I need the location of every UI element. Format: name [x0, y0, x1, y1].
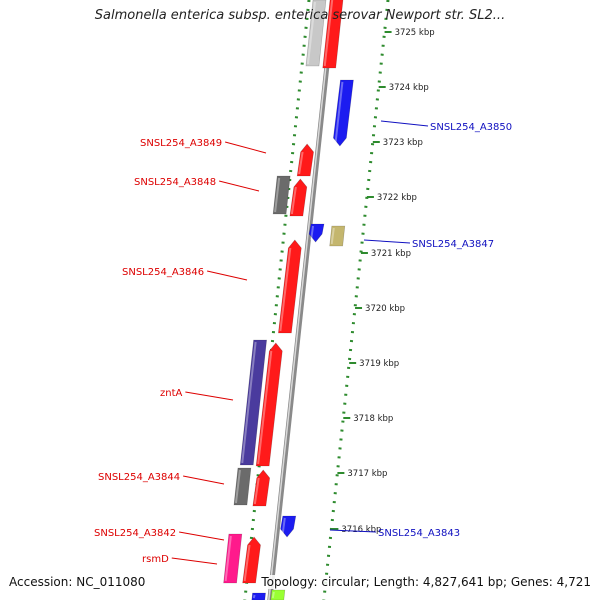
gene-box-a3846-shine: [279, 247, 292, 332]
accession-label: Accession: NC_011080: [9, 575, 146, 589]
gene-label-left: rsmD: [142, 554, 169, 565]
gene-box-rsmd-magenta-shine: [224, 535, 232, 582]
genome-title: Salmonella enterica subsp. enterica sero…: [94, 8, 506, 23]
gene-box-bottom-lime: [270, 589, 286, 600]
gene-box-a3847-khaki-shine: [330, 227, 335, 245]
gene-box-znta-shine: [257, 350, 273, 465]
gene-label-left-connector: [224, 141, 267, 154]
gene-label-left: SNSL254_A3842: [94, 528, 176, 539]
outer-dotted-guide: [322, 0, 390, 600]
gene-label-right-connector: [380, 120, 429, 127]
gene-label-left-connector: [207, 270, 248, 281]
gene-box-a3843-shine: [281, 517, 286, 536]
gene-label-left: SNSL254_A3848: [134, 177, 216, 188]
genome-summary: Topology: circular; Length: 4,827,641 bp…: [258, 575, 591, 589]
gene-label-left: zntA: [160, 388, 183, 399]
gene-box-a3849: [296, 143, 314, 177]
gene-box-a3850: [333, 79, 354, 147]
gene-label-right: SNSL254_A3847: [412, 239, 494, 250]
gene-label-left-connector: [185, 391, 234, 401]
genome-backbone: [267, 0, 337, 600]
gene-label-right: SNSL254_A3850: [430, 122, 512, 133]
kbp-tick-label: 3720 kbp: [365, 304, 405, 314]
gene-box-a3844-gray: [233, 467, 252, 506]
backbone-highlight: [268, 0, 334, 600]
gene-box-a3848-gray: [272, 175, 291, 215]
kbp-tick-label: 3724 kbp: [389, 83, 429, 93]
gene-box-gray-top-shine: [306, 1, 316, 65]
gene-label-left: SNSL254_A3844: [98, 472, 180, 483]
gene-box-znta-purple-shine: [241, 341, 257, 464]
gene-box-znta: [255, 342, 283, 467]
gene-box-a3848: [289, 178, 308, 217]
gene-box-a3844-shine: [253, 477, 260, 505]
kbp-tick-label: 3725 kbp: [395, 28, 435, 38]
gene-label-left-connector: [183, 475, 225, 485]
gene-box-a3846: [278, 239, 302, 334]
gene-box-a3847-blue-shine: [310, 225, 315, 241]
gene-label-left-connector: [179, 531, 225, 541]
gene-box-a3842: [242, 536, 261, 584]
kbp-tick-label: 3719 kbp: [359, 359, 399, 369]
kbp-tick-label: 3718 kbp: [353, 414, 393, 424]
gene-box-a3850-shine: [334, 81, 344, 145]
gene-box-rsmd-magenta: [223, 533, 243, 584]
gene-box-gray-top: [305, 0, 327, 67]
gene-box-bottom-blue-shine: [252, 594, 256, 599]
gene-box-red-top-shine: [323, 0, 334, 67]
gene-label-left: SNSL254_A3846: [122, 267, 204, 278]
kbp-tick-label: 3716 kbp: [341, 525, 381, 535]
gene-box-bottom-blue: [251, 592, 266, 600]
inner-dotted-guide: [243, 0, 311, 600]
gene-label-left-connector: [171, 557, 218, 565]
kbp-tick-label: 3721 kbp: [371, 249, 411, 259]
gene-label-right-connector: [363, 239, 411, 244]
gene-box-bottom-lime-shine: [271, 591, 275, 599]
gene-box-a3844: [252, 469, 271, 507]
gene-box-a3848-gray-shine: [274, 177, 281, 213]
gene-box-a3849-shine: [298, 151, 304, 175]
gene-label-right-connector: [329, 529, 377, 533]
gene-box-a3843: [280, 515, 297, 538]
gene-box-red-top: [322, 0, 344, 69]
gene-label-right: SNSL254_A3843: [378, 528, 460, 539]
gene-box-a3842-shine: [243, 544, 251, 582]
kbp-tick-label: 3717 kbp: [347, 469, 387, 479]
gene-box-a3847-blue: [308, 223, 325, 243]
kbp-tick-label: 3723 kbp: [383, 138, 423, 148]
gene-box-znta-purple: [239, 339, 267, 466]
gene-box-a3848-shine: [290, 186, 297, 215]
gene-label-left-connector: [219, 180, 260, 192]
gene-box-a3847-khaki: [329, 225, 346, 247]
gene-label-left: SNSL254_A3849: [140, 138, 222, 149]
kbp-tick-label: 3722 kbp: [377, 193, 417, 203]
gene-box-a3844-gray-shine: [234, 469, 241, 504]
